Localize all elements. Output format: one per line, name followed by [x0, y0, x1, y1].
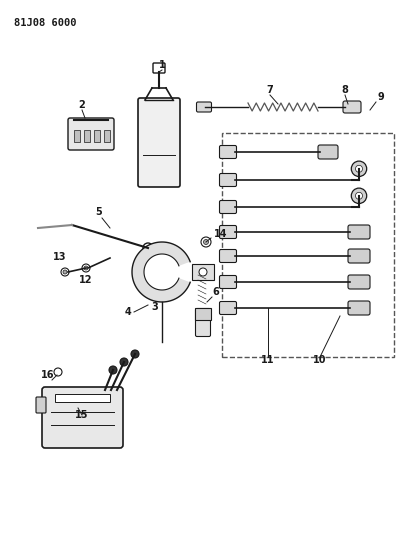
Circle shape	[356, 192, 362, 199]
Bar	[84, 130, 90, 142]
Polygon shape	[132, 242, 190, 302]
FancyBboxPatch shape	[343, 101, 361, 113]
FancyBboxPatch shape	[219, 225, 236, 238]
FancyBboxPatch shape	[219, 249, 236, 262]
Circle shape	[61, 268, 69, 276]
Text: 3: 3	[152, 302, 158, 312]
Text: 1: 1	[159, 60, 165, 70]
Text: 16: 16	[41, 370, 55, 380]
FancyBboxPatch shape	[348, 275, 370, 289]
Text: 10: 10	[313, 355, 327, 365]
FancyBboxPatch shape	[138, 98, 180, 187]
Circle shape	[143, 243, 153, 253]
FancyBboxPatch shape	[68, 118, 114, 150]
Circle shape	[82, 264, 90, 272]
Circle shape	[131, 350, 139, 358]
Bar	[192, 264, 214, 280]
Text: 15: 15	[75, 410, 89, 420]
Bar	[94, 130, 100, 142]
FancyBboxPatch shape	[196, 309, 210, 336]
Bar	[195, 308, 211, 320]
Circle shape	[356, 165, 362, 172]
Circle shape	[351, 161, 367, 176]
Text: 12: 12	[79, 275, 93, 285]
Text: 11: 11	[261, 355, 275, 365]
FancyBboxPatch shape	[318, 145, 338, 159]
FancyBboxPatch shape	[219, 146, 236, 158]
FancyBboxPatch shape	[219, 200, 236, 214]
Text: 2: 2	[79, 100, 85, 110]
Bar	[55, 394, 110, 402]
FancyBboxPatch shape	[219, 276, 236, 288]
Bar	[104, 130, 110, 142]
FancyBboxPatch shape	[36, 397, 46, 413]
Circle shape	[199, 268, 207, 276]
Bar	[74, 130, 80, 142]
Text: 13: 13	[53, 252, 67, 262]
Text: 81J08 6000: 81J08 6000	[14, 18, 76, 28]
Text: 7: 7	[267, 85, 274, 95]
Circle shape	[84, 266, 88, 270]
Circle shape	[63, 270, 67, 274]
Text: 5: 5	[95, 207, 102, 217]
FancyBboxPatch shape	[196, 102, 212, 112]
Text: 6: 6	[212, 287, 219, 297]
FancyBboxPatch shape	[348, 225, 370, 239]
FancyBboxPatch shape	[348, 301, 370, 315]
Circle shape	[120, 358, 128, 366]
Circle shape	[201, 237, 211, 247]
FancyBboxPatch shape	[219, 174, 236, 187]
Text: 14: 14	[214, 229, 227, 239]
FancyBboxPatch shape	[219, 302, 236, 314]
Text: 4: 4	[124, 307, 131, 317]
Circle shape	[109, 366, 117, 374]
Bar	[222, 133, 394, 357]
Text: 9: 9	[378, 92, 385, 102]
Circle shape	[204, 239, 208, 245]
FancyBboxPatch shape	[348, 249, 370, 263]
Circle shape	[351, 188, 367, 204]
FancyBboxPatch shape	[153, 63, 165, 73]
Text: 8: 8	[341, 85, 348, 95]
Circle shape	[54, 368, 62, 376]
FancyBboxPatch shape	[42, 387, 123, 448]
